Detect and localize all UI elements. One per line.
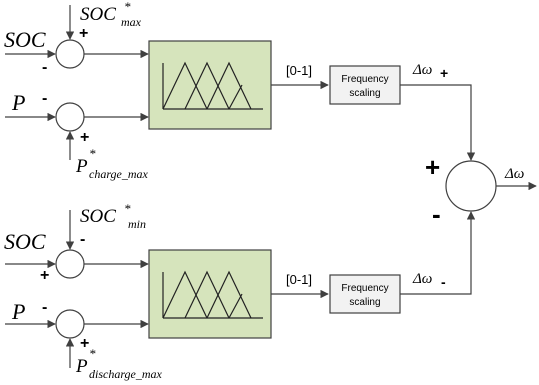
bot-soc-label: SOC bbox=[4, 229, 46, 254]
bot-soc-ref-sub: min bbox=[128, 217, 146, 231]
top-p-ref-sup: * bbox=[89, 146, 96, 161]
delta-plus-sub: + bbox=[440, 65, 448, 81]
bot-membership-functions bbox=[162, 270, 263, 319]
top-soc-ref-sup: * bbox=[124, 0, 131, 14]
top-fuzzy-block bbox=[148, 40, 272, 130]
bot-soc-sum bbox=[55, 249, 85, 279]
delta-minus-sub: - bbox=[441, 274, 446, 290]
bot-p-sum bbox=[55, 309, 85, 339]
bot-p-sign-in: - bbox=[42, 299, 47, 316]
top-soc-sum bbox=[55, 39, 85, 69]
bot-range-label: [0-1] bbox=[286, 272, 312, 287]
top-soc-sign-in: - bbox=[42, 59, 47, 76]
top-soc-ref-sign: + bbox=[79, 25, 88, 42]
bot-scaling-line1: Frequency bbox=[341, 283, 388, 294]
top-membership-functions bbox=[162, 61, 263, 110]
bot-p-ref-label: P bbox=[75, 356, 88, 377]
top-p-label: P bbox=[11, 90, 25, 115]
top-p-sum bbox=[55, 102, 85, 132]
top-p-sign-in: - bbox=[42, 90, 47, 107]
bot-fuzzy-block bbox=[148, 249, 272, 339]
bot-soc-sign-in: + bbox=[40, 267, 49, 284]
delta-minus-label: Δω bbox=[412, 271, 432, 287]
bot-soc-ref-label: SOC bbox=[80, 206, 116, 227]
delta-plus-label: Δω bbox=[412, 62, 432, 78]
top-soc-label: SOC bbox=[4, 27, 46, 52]
bot-soc-ref-sup: * bbox=[124, 201, 131, 216]
bot-scaling-to-sum bbox=[400, 211, 476, 295]
top-soc-ref-sub: max bbox=[121, 15, 142, 29]
top-scaling-line1: Frequency bbox=[341, 74, 388, 85]
bot-p-ref-sup: * bbox=[89, 346, 96, 361]
top-soc-ref-label: SOC bbox=[80, 4, 116, 25]
top-scaling-line2: scaling bbox=[349, 88, 380, 99]
top-scaling-to-sum bbox=[400, 84, 476, 161]
top-p-ref-label: P bbox=[75, 156, 88, 177]
sum-minus-sign: - bbox=[432, 199, 441, 229]
top-p-ref-sub: charge_max bbox=[89, 167, 149, 181]
bot-p-ref-sub: discharge_max bbox=[89, 367, 163, 381]
bot-p-ref-sign: + bbox=[80, 335, 89, 352]
output-sum bbox=[445, 160, 497, 212]
bot-soc-ref-sign: - bbox=[80, 231, 85, 248]
bot-scaling-line2: scaling bbox=[349, 297, 380, 308]
top-p-ref-sign: + bbox=[80, 129, 89, 146]
sum-plus-sign: + bbox=[425, 152, 440, 182]
bot-p-label: P bbox=[11, 299, 25, 324]
top-range-label: [0-1] bbox=[286, 63, 312, 78]
final-output-label: Δω bbox=[504, 166, 524, 182]
